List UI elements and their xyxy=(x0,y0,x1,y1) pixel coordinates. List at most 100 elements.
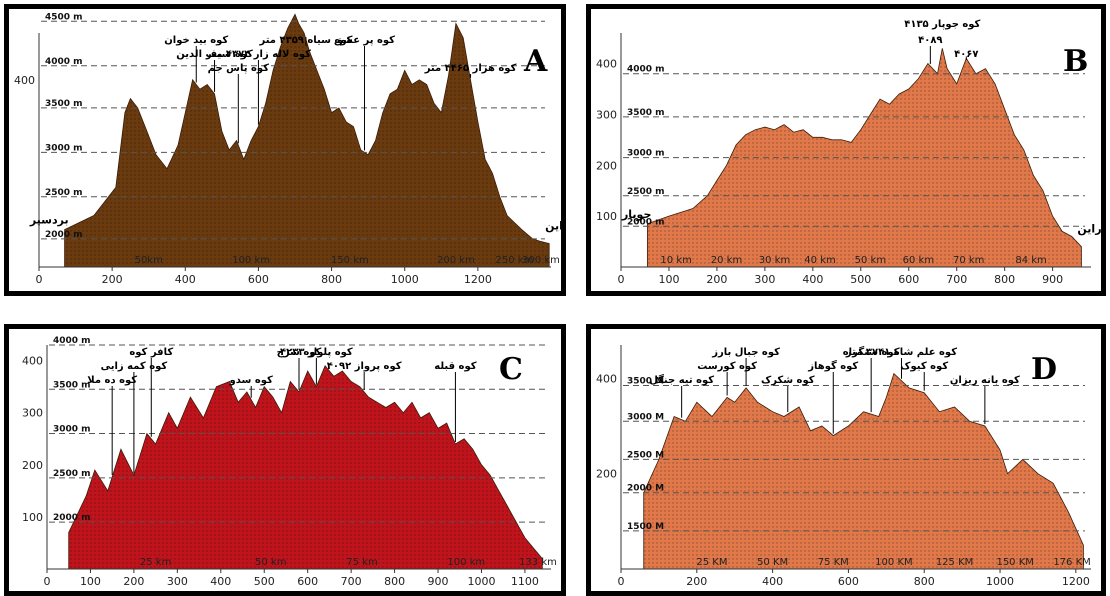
x-tick-label: 400 xyxy=(210,575,231,588)
peak-label: کوه سنگراه xyxy=(843,345,900,358)
panel-letter: D xyxy=(1031,352,1057,387)
km-tick-label: 150 km xyxy=(331,255,369,266)
x-tick-label: 1100 xyxy=(511,575,539,588)
elevation-label: 4000 m xyxy=(45,57,83,67)
x-tick-label: 800 xyxy=(384,575,405,588)
peak-label: کوه پرواز ۴۰۹۲ xyxy=(327,361,402,372)
chart-panel-d: 1500 M 2000 M 2500 M 3000 M 3500 M 0 200 400 600… xyxy=(586,324,1106,596)
panel-letter: C xyxy=(499,352,523,387)
route-start-label: جوپار xyxy=(621,208,651,221)
elevation-label: 3500 M xyxy=(627,377,664,387)
y-tick-label: 200 xyxy=(22,459,43,472)
km-tick-label: 40 km xyxy=(804,255,835,266)
x-tick-label: 0 xyxy=(618,575,625,588)
peak-label: کوه بانه ریزان xyxy=(950,375,1020,386)
km-tick-label: 150 KM xyxy=(996,557,1033,568)
x-tick-label: 100 xyxy=(658,273,679,286)
km-tick-label: 50 KM xyxy=(757,557,788,568)
chart-svg: 2000 m 2500 m 3000 m 3500 m 4000 m 0 100 200 300… xyxy=(596,19,1101,286)
km-tick-label: 25 km xyxy=(140,557,171,568)
km-tick-label: 100 km xyxy=(232,255,270,266)
x-tick-label: 0 xyxy=(44,575,51,588)
x-tick-label: 100 xyxy=(80,575,101,588)
peak-label: کوه جبال بارز xyxy=(711,347,780,358)
elevation-label: 3500 m xyxy=(45,99,83,109)
x-tick-label: 700 xyxy=(341,575,362,588)
elevation-label: 3000 M xyxy=(627,412,664,422)
peak-label: کوه پاس جم xyxy=(208,63,269,74)
elevation-label: 1500 M xyxy=(627,522,664,532)
y-tick-label: 400 xyxy=(596,58,617,71)
panel-letter: A xyxy=(523,44,548,79)
peak-label: کوه بید خوان xyxy=(164,35,228,46)
peak-label: کوه گوهاز xyxy=(807,359,858,372)
peak-label: کوه پر عشق xyxy=(334,35,395,46)
x-tick-label: 800 xyxy=(321,273,342,286)
peak-label: کوه سیاه ۴۳۵۹ متر xyxy=(259,35,353,46)
x-tick-label: 200 xyxy=(102,273,123,286)
x-tick-label: 400 xyxy=(762,575,783,588)
chart-svg: 2000 m 2500 m 3000 m 3500 m 4000 m 0 100 200 300… xyxy=(22,336,557,588)
km-tick-label: 10 km xyxy=(660,255,691,266)
peak-label: کوه هزار ۴۴۶۵ متر xyxy=(424,63,517,74)
km-tick-label: 300 km xyxy=(522,255,560,266)
elevation-label: 3000 m xyxy=(627,149,665,159)
elevation-label: 2000 m xyxy=(53,513,91,523)
x-tick-label: 400 xyxy=(175,273,196,286)
elevation-label: 4000 m xyxy=(53,336,91,346)
chart-panel-c: 2000 m 2500 m 3000 m 3500 m 4000 m 0 100 200 300… xyxy=(4,324,566,596)
y-tick-label: 100 xyxy=(596,210,617,223)
elevation-label: 3000 m xyxy=(45,143,83,153)
x-tick-label: 200 xyxy=(686,575,707,588)
elevation-label: 3500 m xyxy=(627,108,665,118)
x-tick-label: 700 xyxy=(946,273,967,286)
peak-label: کوه ده ملا xyxy=(87,375,137,386)
x-tick-label: 1000 xyxy=(467,575,495,588)
x-tick-label: 600 xyxy=(838,575,859,588)
km-tick-label: 176 KM xyxy=(1053,557,1090,568)
x-tick-label: 500 xyxy=(254,575,275,588)
elevation-label: 2500 M xyxy=(627,450,664,460)
km-tick-label: 20 km xyxy=(711,255,742,266)
elevation-label: 2500 m xyxy=(53,469,91,479)
peak-label: کوه علم شاه ۳۷۴۱ متر xyxy=(845,347,957,358)
km-tick-label: 84 km xyxy=(1015,255,1046,266)
x-tick-label: 200 xyxy=(706,273,727,286)
x-tick-label: 1200 xyxy=(464,273,492,286)
km-tick-label: 100 KM xyxy=(875,557,912,568)
peak-label: کوه شکرک xyxy=(761,375,815,386)
x-tick-label: 300 xyxy=(754,273,775,286)
x-tick-label: 200 xyxy=(123,575,144,588)
x-tick-label: 800 xyxy=(914,575,935,588)
km-tick-label: 200 km xyxy=(437,255,475,266)
km-tick-label: 30 km xyxy=(759,255,790,266)
x-tick-label: 600 xyxy=(898,273,919,286)
chart-panel-b: 2000 m 2500 m 3000 m 3500 m 4000 m 0 100 200 300… xyxy=(586,4,1106,296)
x-tick-label: 0 xyxy=(618,273,625,286)
x-tick-label: 900 xyxy=(428,575,449,588)
elevation-profile xyxy=(68,365,543,570)
km-tick-label: 70 km xyxy=(953,255,984,266)
elevation-label: 2500 m xyxy=(45,188,83,198)
peak-label: کوه قبله xyxy=(434,361,476,372)
y-tick-label: 100 xyxy=(22,511,43,524)
x-tick-label: 800 xyxy=(994,273,1015,286)
y-tick-label: 300 xyxy=(22,407,43,420)
peak-label: کوه کیوک xyxy=(900,361,948,372)
route-end-label: راین xyxy=(1077,223,1101,236)
km-tick-label: 50km xyxy=(135,255,163,266)
elevation-label: 3000 m xyxy=(53,425,91,435)
x-tick-label: 600 xyxy=(248,273,269,286)
elevation-label: 4000 m xyxy=(627,65,665,75)
peak-label: کوه پلوار ۴۲۳۳ xyxy=(280,347,353,358)
x-tick-label: 1000 xyxy=(986,575,1014,588)
x-tick-label: 300 xyxy=(167,575,188,588)
route-end-label: راین xyxy=(545,220,561,233)
elevation-label: 2500 m xyxy=(627,187,665,197)
peak-label: کافر کوه xyxy=(129,347,173,358)
peak-label: کوه تیه جنگل xyxy=(649,373,714,386)
peak-label: کوه کورست xyxy=(697,361,757,372)
y-tick-label: 200 xyxy=(596,159,617,172)
elevation-label: 2000 m xyxy=(627,217,665,227)
peak-label: کوه کمه زایی xyxy=(101,361,168,372)
